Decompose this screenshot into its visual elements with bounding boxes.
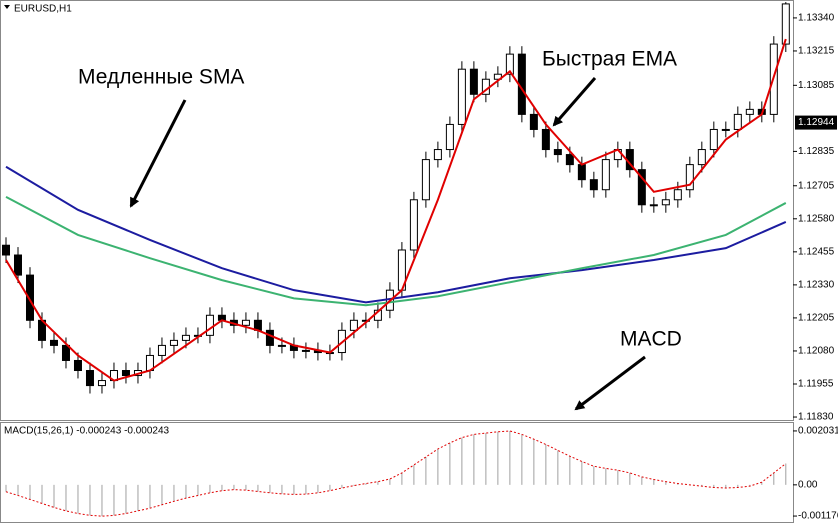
candle-body — [85, 370, 94, 387]
y-tick-label: 1.12705 — [798, 180, 835, 191]
candle-body — [421, 159, 430, 201]
indicator-line — [5, 38, 787, 382]
candle-body — [673, 189, 682, 201]
price-marker — [795, 115, 837, 130]
price-panel — [0, 0, 794, 421]
candle-body — [97, 380, 106, 387]
candle-body — [301, 349, 310, 352]
y-tick-label: 1.12080 — [798, 346, 835, 357]
candle-body — [241, 319, 250, 326]
y-tick-label: 1.13215 — [798, 46, 835, 57]
candle-body — [13, 254, 22, 276]
candle-body — [601, 159, 610, 191]
candle-body — [157, 344, 166, 356]
candle-body — [697, 149, 706, 166]
candle-body — [589, 179, 598, 191]
candle-body — [733, 113, 742, 130]
y-tick-label: 1.12455 — [798, 246, 835, 257]
candle-body — [685, 164, 694, 191]
y-tick-label: 1.11955 — [798, 379, 834, 390]
indicator-line — [5, 165, 787, 304]
chart-title: EURUSD,H1 — [14, 4, 72, 15]
y-tick-label: 1.11830 — [798, 412, 834, 423]
candle-body — [709, 128, 718, 151]
indicator-line — [5, 195, 787, 307]
candle-body — [469, 68, 478, 95]
menu-icon — [4, 5, 10, 9]
candle-body — [637, 169, 646, 206]
y-tick-label: 1.13340 — [798, 13, 835, 24]
candle-body — [433, 149, 442, 161]
candle-body — [445, 123, 454, 151]
macd-plot — [5, 430, 787, 517]
signal-line — [5, 430, 787, 517]
candle-body — [745, 108, 754, 115]
candle-body — [265, 329, 274, 346]
candle-body — [649, 204, 658, 207]
price-label: 1.12944 — [798, 117, 835, 128]
candle-body — [25, 274, 34, 321]
arrow — [129, 99, 187, 208]
candle-body — [409, 199, 418, 251]
candle-body — [661, 199, 670, 206]
y-tick-label: 0.00 — [798, 479, 818, 490]
y-tick-label: 1.12205 — [798, 313, 835, 324]
candle-body — [565, 154, 574, 166]
candle-body — [529, 113, 538, 130]
y-tick-label: 1.12330 — [798, 280, 835, 291]
y-tick-label: 1.12835 — [798, 146, 835, 157]
y-tick-label: -0.001176 — [798, 511, 838, 522]
candle-body — [553, 149, 562, 156]
candle-body — [73, 359, 82, 372]
candle-body — [577, 164, 586, 181]
price-plot — [1, 2, 790, 394]
candle-body — [541, 128, 550, 151]
macd-panel — [0, 422, 794, 523]
candle-body — [121, 370, 130, 377]
indicator-title: MACD(15,26,1) -0.000243 -0.000243 — [4, 426, 170, 437]
y-tick-label: 0.002031 — [798, 426, 838, 437]
candle-body — [781, 3, 790, 45]
annotation: Быстрая EMA — [542, 48, 677, 71]
candle-body — [277, 344, 286, 347]
candle-body — [721, 128, 730, 131]
arrow — [574, 355, 646, 411]
y-tick-label: 1.12580 — [798, 213, 835, 224]
y-tick-label: 1.13085 — [798, 80, 835, 91]
candle-body — [169, 339, 178, 346]
candle-body — [49, 339, 58, 346]
candle-body — [349, 319, 358, 331]
candle-body — [457, 68, 466, 125]
candle-body — [1, 244, 10, 256]
candle-body — [61, 344, 70, 361]
annotation: MACD — [620, 328, 682, 351]
annotation: Медленные SMA — [78, 66, 244, 89]
axes: 1.13340 1.13215 1.13085 1.12835 1.12705 1.125… — [793, 13, 838, 522]
candle-body — [181, 334, 190, 341]
candle-body — [505, 53, 514, 75]
arrow — [552, 77, 597, 127]
candle-body — [205, 314, 214, 336]
